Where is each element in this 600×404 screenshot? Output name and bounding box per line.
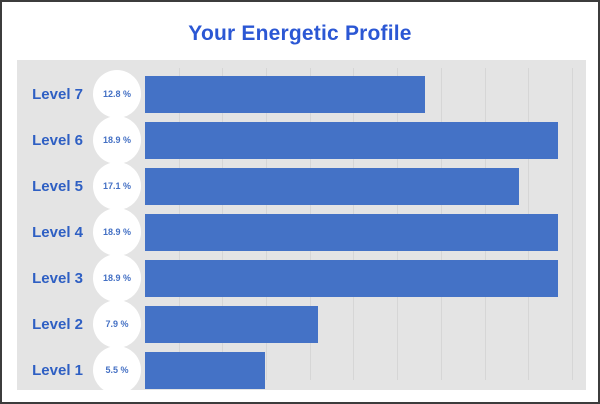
- percent-badge-label: 18.9 %: [102, 273, 132, 283]
- percent-badge: 18.9 %: [93, 254, 141, 302]
- level-label: Level 6: [32, 131, 83, 149]
- percent-badge-label: 18.9 %: [102, 227, 132, 237]
- level-label: Level 5: [32, 177, 83, 195]
- level-label: Level 1: [32, 361, 83, 379]
- percent-badge: 18.9 %: [93, 208, 141, 256]
- chart-panel: Level 7 12.8 % Level 6 18.9 % Level 5 17.1 % L…: [17, 60, 586, 394]
- bar: [145, 75, 425, 113]
- bar-track: [145, 351, 595, 389]
- bar: [145, 121, 558, 159]
- percent-badge: 18.9 %: [93, 116, 141, 164]
- percent-badge: 7.9 %: [93, 300, 141, 348]
- bar: [145, 351, 266, 389]
- percent-badge-label: 18.9 %: [102, 135, 132, 145]
- chart-rows: Level 7 12.8 % Level 6 18.9 % Level 5 17.1 % L…: [17, 70, 586, 394]
- percent-badge-label: 17.1 %: [102, 181, 132, 191]
- chart-row: Level 5 17.1 %: [17, 162, 586, 210]
- gridline: [571, 68, 573, 380]
- percent-badge: 5.5 %: [93, 346, 141, 394]
- chart-row: Level 4 18.9 %: [17, 208, 586, 256]
- bar: [145, 305, 318, 343]
- chart-row: Level 7 12.8 %: [17, 70, 586, 118]
- bar-track: [145, 75, 595, 113]
- chart-row: Level 6 18.9 %: [17, 116, 586, 164]
- chart-title: Your Energetic Profile: [188, 22, 412, 45]
- bar-track: [145, 213, 595, 251]
- percent-badge-label: 12.8 %: [102, 89, 132, 99]
- bar-track: [145, 167, 595, 205]
- chart-row: Level 3 18.9 %: [17, 254, 586, 302]
- chart-row: Level 2 7.9 %: [17, 300, 586, 348]
- bar: [145, 259, 558, 297]
- level-label: Level 7: [32, 85, 83, 103]
- chart-row: Level 1 5.5 %: [17, 346, 586, 394]
- bar-track: [145, 259, 595, 297]
- bar-track: [145, 121, 595, 159]
- bar-track: [145, 305, 595, 343]
- bar: [145, 213, 558, 251]
- level-label: Level 2: [32, 315, 83, 333]
- percent-badge: 12.8 %: [93, 70, 141, 118]
- percent-badge-label: 5.5 %: [105, 365, 129, 375]
- bar: [145, 167, 519, 205]
- percent-badge-label: 7.9 %: [105, 319, 129, 329]
- level-label: Level 3: [32, 269, 83, 287]
- level-label: Level 4: [32, 223, 83, 241]
- percent-badge: 17.1 %: [93, 162, 141, 210]
